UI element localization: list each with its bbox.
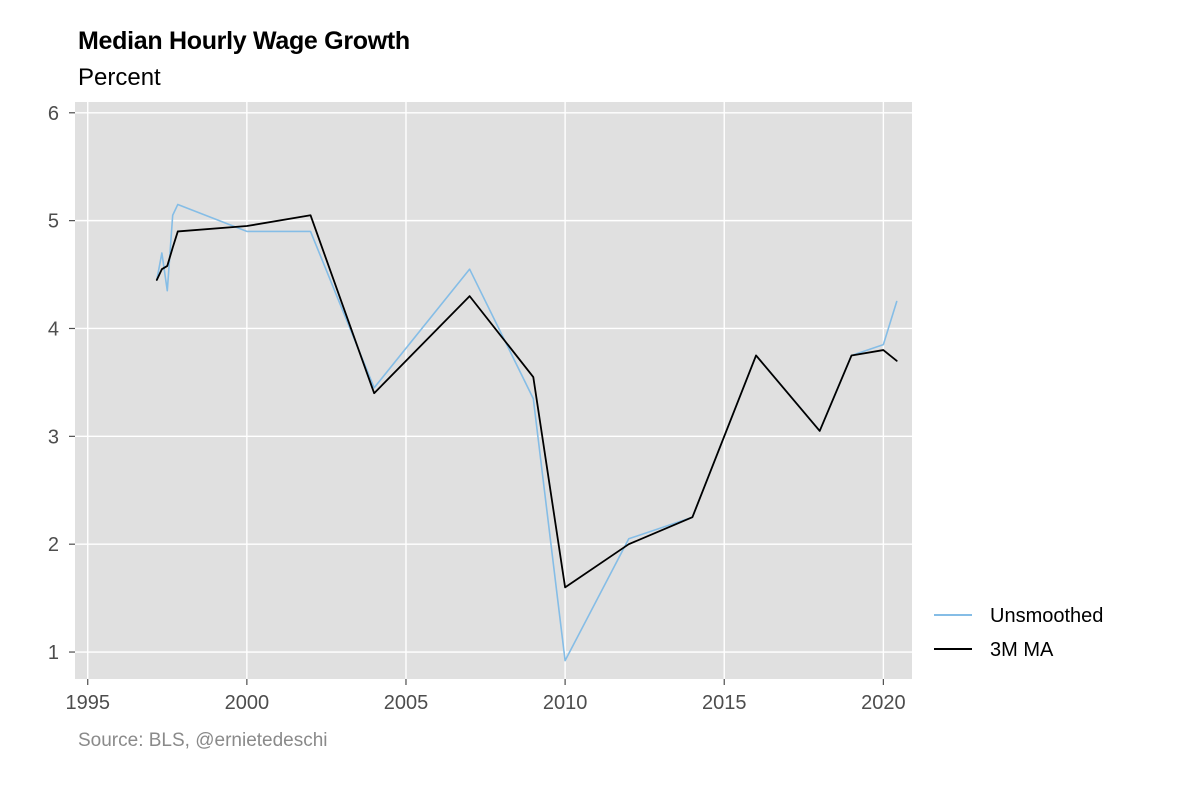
x-tick-label: 2020	[861, 692, 906, 714]
y-tick-label: 5	[48, 211, 59, 233]
legend: Unsmoothed 3M MA	[934, 605, 1103, 661]
x-tick-label: 2015	[702, 692, 747, 714]
chart-subtitle: Percent	[78, 64, 161, 91]
x-tick-label: 2005	[384, 692, 429, 714]
series-layer	[155, 203, 898, 662]
y-tick-label: 6	[48, 103, 59, 125]
legend-label-unsmoothed: Unsmoothed	[990, 605, 1103, 627]
y-tick-label: 1	[48, 642, 59, 664]
x-axis: 1995 2000 2005 2010 2015 2020	[65, 679, 906, 714]
x-tick-label: 2000	[225, 692, 270, 714]
series-line-ma	[155, 214, 898, 589]
plot-panel	[75, 102, 912, 679]
y-tick-label: 3	[48, 426, 59, 448]
legend-label-ma: 3M MA	[990, 639, 1054, 661]
y-tick-label: 2	[48, 534, 59, 556]
y-axis: 1 2 3 4 5 6	[48, 103, 75, 664]
chart-caption: Source: BLS, @ernietedeschi	[78, 730, 328, 751]
y-tick-label: 4	[48, 318, 59, 340]
x-tick-label: 1995	[65, 692, 110, 714]
x-tick-label: 2010	[543, 692, 588, 714]
y-gridlines	[75, 112, 912, 653]
chart-title: Median Hourly Wage Growth	[78, 27, 410, 55]
